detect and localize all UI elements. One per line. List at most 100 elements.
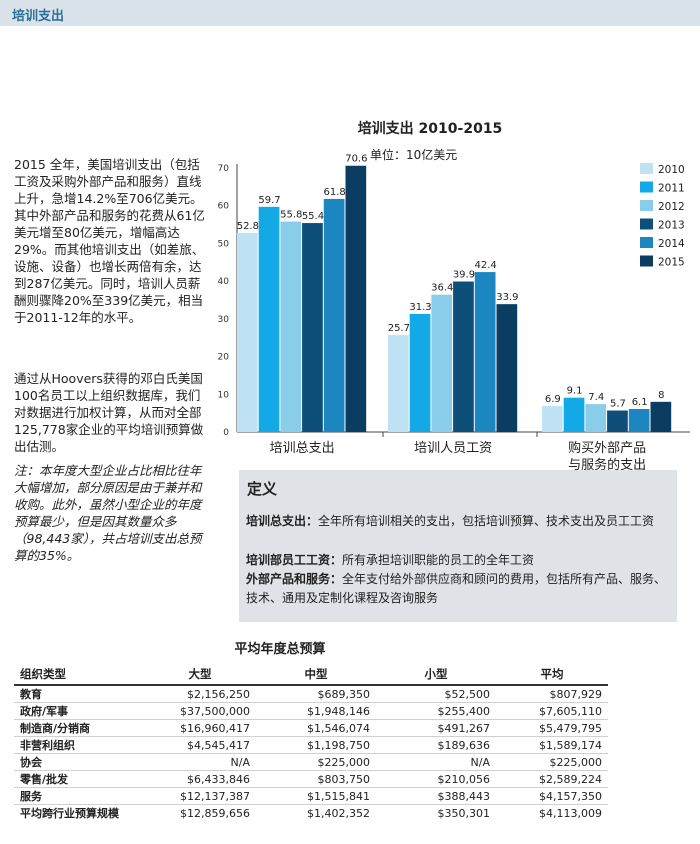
- y-tick-label: 40: [218, 277, 230, 287]
- header-cell: 中型: [256, 664, 376, 686]
- bar: [409, 313, 431, 432]
- section-title: 培训支出: [12, 9, 65, 24]
- table-row: 零售/批发 $6,433,846 $803,750 $210,056 $2,58…: [14, 770, 608, 788]
- bar: [388, 335, 409, 432]
- org-type-cell: 非营利组织: [14, 736, 144, 754]
- data-label: 52.8: [237, 221, 259, 232]
- table-row: 服务 $12,137,387 $1,515,841 $388,443 $4,15…: [14, 787, 608, 805]
- legend-swatch: [640, 255, 653, 267]
- section-header: 培训支出: [0, 0, 700, 26]
- value-cell: $1,589,174: [496, 736, 608, 754]
- y-tick-label: 70: [218, 164, 230, 174]
- legend-label: 2013: [658, 220, 685, 232]
- table-row: 政府/军事 $37,500,000 $1,948,146 $255,400 $7…: [14, 702, 608, 720]
- bar: [302, 223, 323, 432]
- value-cell: $1,546,074: [256, 719, 376, 737]
- intro-paragraph: 2015 全年，美国培训支出（包括工资及采购外部产品和服务）直线上升，急增14.…: [14, 157, 205, 325]
- bar: [280, 221, 302, 432]
- legend-swatch: [640, 237, 653, 248]
- bar: [237, 232, 258, 432]
- y-tick-label: 30: [218, 315, 230, 325]
- summary-value-cell: $350,301: [437, 806, 491, 820]
- value-cell: $37,500,000: [144, 702, 256, 720]
- value-cell: $1,515,841: [256, 787, 376, 805]
- legend-swatch: [640, 181, 653, 193]
- definition-salary: 培训部员工工资：所有承担培训职能的员工的全年工资: [246, 551, 674, 570]
- data-label: 61.8: [324, 187, 346, 198]
- value-cell: $16,960,417: [144, 719, 256, 737]
- table-row: 教育 $2,156,250 $689,350 $52,500 $807,929: [14, 685, 608, 703]
- value-cell: $2,156,250: [144, 685, 256, 703]
- value-cell: $1,198,750: [256, 736, 376, 754]
- value-cell: $4,545,417: [144, 736, 256, 754]
- x-category-label: 与服务的支出: [568, 457, 646, 473]
- summary-value-cell: $4,113,009: [539, 806, 602, 820]
- y-tick-label: 50: [218, 239, 230, 249]
- value-cell: $807,929: [496, 685, 608, 703]
- value-cell: $225,000: [496, 753, 608, 771]
- value-cell: $6,433,846: [144, 770, 256, 788]
- value-cell: $491,267: [376, 719, 496, 737]
- org-type-cell: 制造商/分销商: [14, 719, 144, 737]
- summary-label-cell: 平均跨行业预算规模: [20, 807, 119, 820]
- y-tick-label: 10: [218, 390, 230, 400]
- definition-text: 所有承担培训职能的员工的全年工资: [342, 553, 535, 567]
- bar: [258, 206, 280, 432]
- bar-chart: 0 10 20 30 40 50 60 70 52.8 59.755.8 55.4 61.8 70.6 培…: [218, 154, 690, 473]
- y-tick-label: 60: [218, 202, 230, 212]
- value-cell: $7,605,110: [496, 702, 608, 720]
- definition-term: 外部产品和服务：: [246, 572, 343, 586]
- value-cell: $210,056: [376, 770, 496, 788]
- value-cell: $225,000: [256, 753, 376, 771]
- value-cell: $2,589,224: [496, 770, 608, 788]
- value-cell: $388,443: [376, 787, 496, 805]
- data-label: 36.4: [431, 283, 453, 294]
- definition-term: 培训总支出：: [246, 514, 319, 528]
- header-cell: 大型: [144, 664, 256, 686]
- definition-term: 培训部员工工资：: [246, 553, 343, 567]
- value-cell: $52,500: [376, 685, 496, 703]
- legend-label: 2011: [658, 183, 685, 195]
- value-cell: N/A: [144, 753, 256, 771]
- bar: [323, 198, 345, 432]
- legend-label: 2012: [658, 201, 685, 213]
- bar: [496, 304, 518, 432]
- chart-title: 培训支出 2010-2015: [357, 121, 503, 137]
- header-cell: 组织类型: [14, 664, 144, 686]
- bar: [585, 404, 607, 432]
- table-row: 协会 N/A $225,000 N/A $225,000: [14, 753, 608, 771]
- chart-subtitle: 单位：10亿美元: [370, 148, 458, 162]
- data-label: 6.1: [632, 397, 648, 408]
- bar: [650, 401, 672, 432]
- data-label: 6.9: [545, 394, 561, 405]
- org-type-cell: 教育: [14, 685, 144, 703]
- bar: [563, 397, 585, 432]
- value-cell: $12,137,387: [144, 787, 256, 805]
- bar: [345, 165, 367, 433]
- value-cell: $4,157,350: [496, 787, 608, 805]
- x-category-label: 培训人员工资: [414, 440, 492, 456]
- value-cell: $5,479,795: [496, 719, 608, 737]
- legend-label: 2015: [658, 257, 685, 269]
- summary-value-cell: $1,402,352: [307, 806, 370, 820]
- data-label: 42.4: [475, 260, 497, 271]
- legend-label: 2014: [658, 238, 685, 250]
- legend-swatch: [640, 218, 653, 230]
- x-category-label: 购买外部产品: [568, 440, 646, 456]
- org-type-cell: 服务: [14, 787, 144, 805]
- table-summary-row: 平均跨行业预算规模 $12,859,656 $1,402,352 $350,30…: [14, 805, 608, 822]
- table-title: 平均年度总预算: [234, 642, 326, 657]
- table-row: 制造商/分销商 $16,960,417 $1,546,074 $491,267 …: [14, 719, 608, 737]
- y-tick-label: 20: [218, 353, 230, 363]
- x-category-label: 培训总支出: [270, 440, 335, 456]
- legend-label: 2010: [658, 164, 685, 176]
- value-cell: $1,948,146: [256, 702, 376, 720]
- bar: [607, 410, 628, 432]
- data-label: 59.7: [258, 195, 280, 206]
- y-tick-label: 0: [223, 428, 229, 438]
- bar: [474, 272, 496, 432]
- value-cell: $255,400: [376, 702, 496, 720]
- value-cell: N/A: [376, 753, 496, 771]
- data-label: 70.6: [345, 154, 367, 165]
- bar: [453, 281, 474, 432]
